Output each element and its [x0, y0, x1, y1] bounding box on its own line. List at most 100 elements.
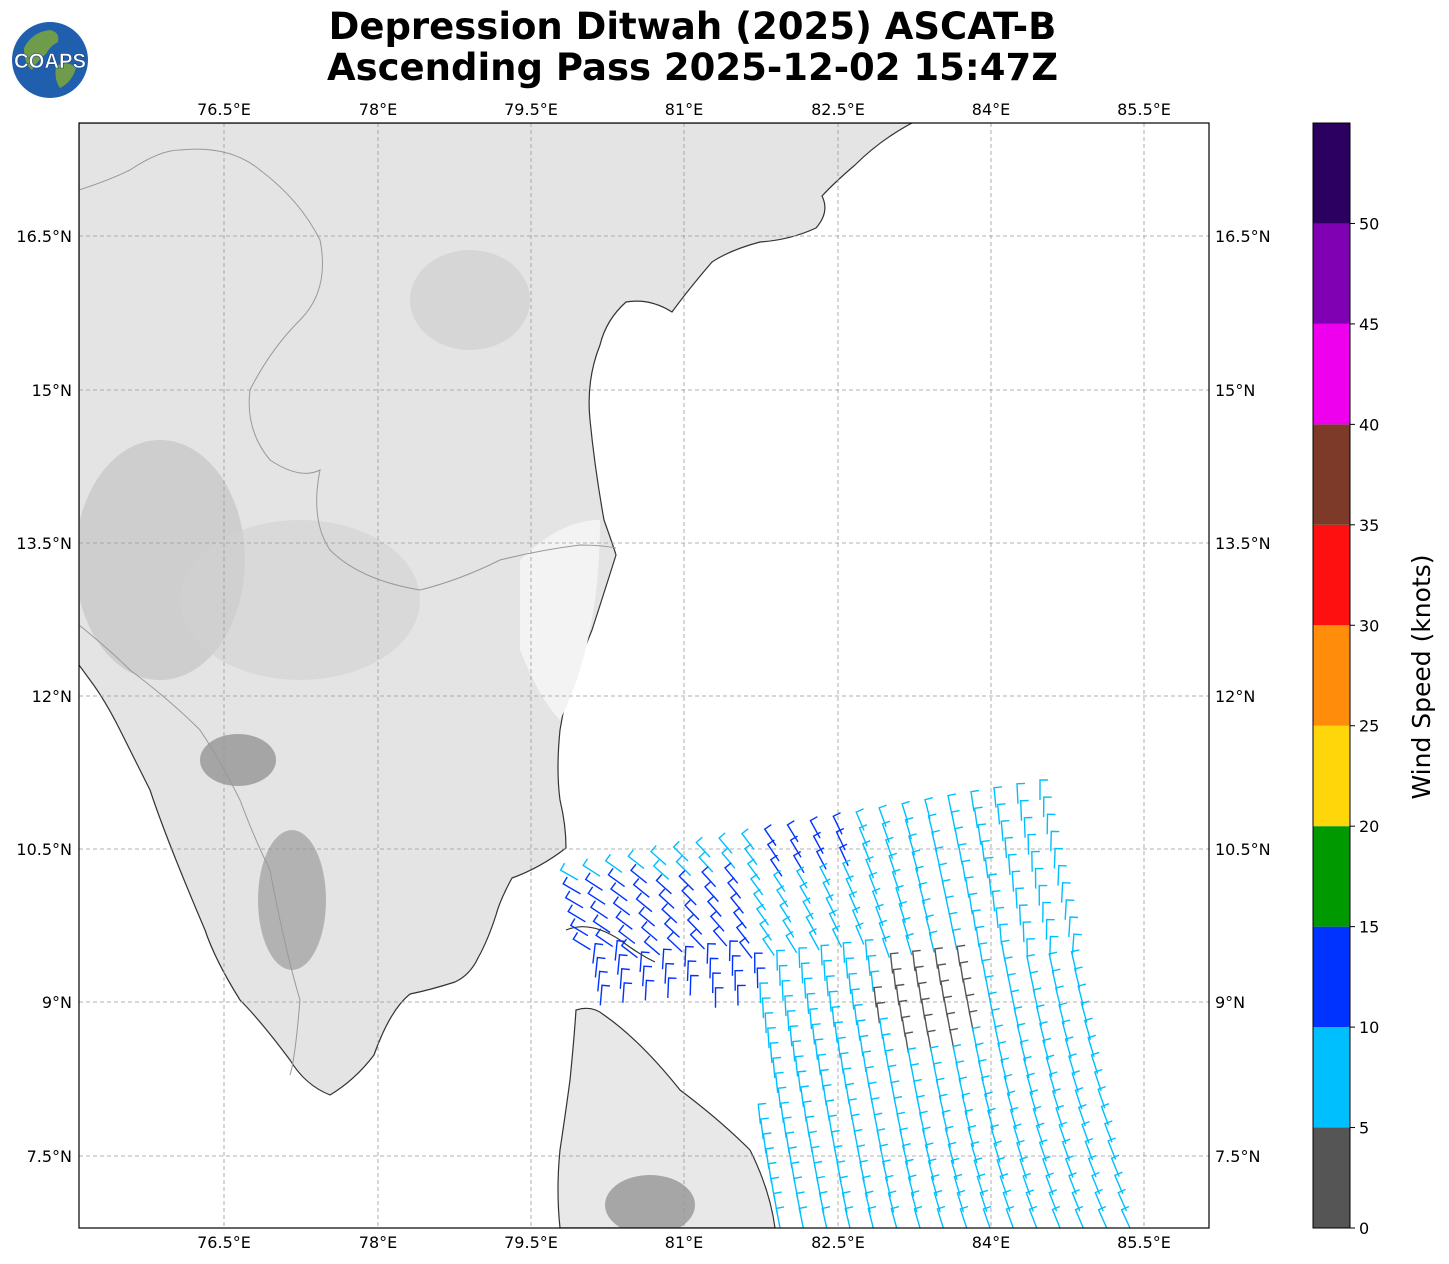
wind-barb [809, 1007, 818, 1030]
wind-barb [913, 1078, 922, 1101]
wind-barb [987, 1107, 996, 1131]
eastern-plain [520, 520, 600, 720]
wind-barb [589, 900, 608, 919]
wind-barb [978, 942, 988, 964]
wind-barb [911, 949, 921, 972]
wind-barb [848, 890, 859, 914]
wind-barb [891, 868, 901, 892]
wind-barb [810, 1145, 820, 1168]
wind-barb [1074, 1087, 1084, 1110]
wind-barb [675, 855, 692, 877]
wind-barb [813, 1160, 823, 1183]
wind-barb [890, 1080, 900, 1103]
wind-barb [1077, 1104, 1087, 1127]
wind-barb [943, 995, 953, 1018]
wind-barb [610, 882, 628, 902]
logo-land [24, 30, 76, 88]
wind-barb [948, 911, 958, 934]
wind-barb [772, 1191, 782, 1214]
wind-barb [907, 1174, 917, 1197]
wind-barb [834, 1021, 844, 1043]
wind-barb [821, 1206, 831, 1228]
colorbar-tick-label: 40 [1359, 415, 1379, 434]
wind-barb [878, 804, 887, 827]
wind-barb [916, 1094, 925, 1117]
wind-barb [938, 862, 947, 885]
wind-barb [1039, 779, 1048, 800]
wind-barb [905, 932, 914, 956]
nilgiris-shade [200, 734, 276, 786]
wind-barb [971, 1026, 981, 1049]
wind-barb [1049, 935, 1059, 957]
wind-barb [928, 930, 938, 953]
wind-barb [828, 909, 840, 933]
wind-barb [1023, 816, 1033, 838]
colorbar-tick-label: 35 [1359, 516, 1379, 535]
wind-barb [789, 835, 802, 858]
wind-barb [663, 917, 680, 938]
wind-barb [1051, 1088, 1061, 1111]
colorbar-bins [1313, 123, 1350, 1228]
wind-barb [559, 862, 579, 881]
wind-barb [798, 1206, 808, 1228]
jaffna-islands [565, 926, 656, 963]
eastern-hills-shade [410, 250, 530, 350]
wind-barb [1042, 1155, 1051, 1179]
lat-tick-left-1: 16.5°N [16, 227, 72, 246]
wind-barb [772, 1056, 782, 1079]
wind-barb [806, 992, 816, 1014]
wind-barb [640, 921, 658, 942]
wind-barb [712, 925, 728, 947]
wind-barb [865, 855, 875, 879]
wind-barb [681, 884, 697, 906]
wind-barb [607, 867, 626, 888]
lon-tick-top-6: 84°E [972, 100, 1010, 119]
colorbar-tick-label: 50 [1359, 214, 1379, 233]
wind-barb [1080, 1000, 1090, 1023]
colorbar-bin-0-5 [1313, 1127, 1350, 1228]
wind-barb [875, 903, 884, 927]
wind-barb [635, 892, 653, 913]
wind-barb [955, 1060, 965, 1083]
wind-barb [1042, 901, 1051, 923]
colorbar-tick-label: 20 [1359, 817, 1379, 836]
wind-barb [792, 850, 805, 874]
lon-tick-bottom-1: 76.5°E [197, 1233, 251, 1252]
wind-barb [907, 1047, 917, 1070]
wind-barb [1061, 1019, 1071, 1042]
wind-barb [643, 935, 661, 956]
wind-barb [817, 1053, 827, 1076]
wind-barb [812, 831, 824, 855]
wind-barb [941, 878, 951, 901]
wind-barb [1045, 918, 1055, 940]
wind-barb [686, 913, 703, 935]
wind-barb [1081, 1120, 1090, 1144]
wind-barb [1032, 987, 1042, 1010]
wind-barb [760, 1117, 769, 1140]
wind-barb [933, 1189, 943, 1213]
wind-barb [782, 1116, 792, 1139]
wind-barb [1048, 951, 1058, 974]
wind-barb [917, 981, 927, 1004]
wind-barb [925, 914, 934, 937]
wind-barb [1060, 881, 1071, 903]
wind-barb [996, 803, 1006, 825]
wind-barb [839, 1052, 849, 1074]
wind-barb [1026, 1072, 1035, 1095]
wind-barb [632, 878, 650, 898]
wind-barb [825, 1099, 835, 1122]
wind-barb [1090, 1051, 1100, 1075]
wind-barb [984, 856, 994, 879]
wind-barb [851, 988, 860, 1010]
wind-barb [990, 1124, 999, 1147]
wind-barb [855, 922, 865, 945]
wind-barb [1071, 1188, 1081, 1212]
wind-barb [1113, 1171, 1124, 1195]
wind-barb [994, 1024, 1003, 1047]
wind-barb [1038, 1139, 1048, 1162]
wind-barb [614, 939, 626, 961]
wind-barb [927, 1158, 937, 1181]
wind-barb [878, 919, 888, 943]
wind-barb [599, 984, 610, 1006]
